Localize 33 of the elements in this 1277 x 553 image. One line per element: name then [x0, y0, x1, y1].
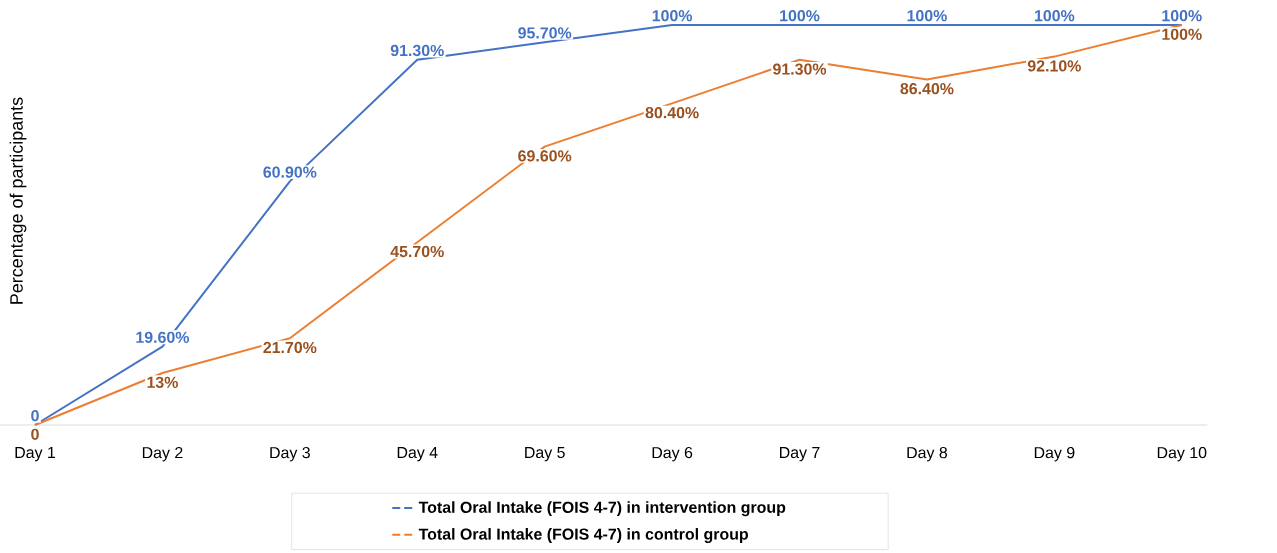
x-tick-label: Day 2	[142, 446, 183, 462]
x-tick-label: Day 1	[15, 446, 56, 462]
legend-label: Total Oral Intake (FOIS 4-7) in intervention group	[418, 501, 786, 517]
x-tick-label: Day 10	[1157, 446, 1207, 462]
data-label: 45.70%	[390, 245, 444, 258]
data-label: 100%	[1162, 28, 1202, 40]
data-label: 60.90%	[263, 166, 317, 178]
x-tick-label: Day 5	[525, 446, 565, 462]
data-label: 21.70%	[263, 341, 317, 354]
data-label: 100%	[652, 10, 693, 22]
data-label: 0	[31, 410, 39, 422]
x-tick-label: Day 3	[270, 446, 310, 462]
data-label: 100%	[1034, 10, 1075, 22]
data-label: 19.60%	[136, 331, 190, 343]
data-label: 91.30%	[773, 63, 827, 75]
data-label: 95.70%	[518, 27, 572, 39]
x-tick-label: Day 6	[652, 446, 693, 462]
data-label: 80.40%	[645, 107, 699, 119]
x-tick-label: Day 8	[907, 446, 948, 462]
x-tick-label: Day 4	[397, 446, 438, 462]
data-label: 91.30%	[390, 44, 444, 57]
legend-label: Total Oral Intake (FOIS 4-7) in control group	[418, 528, 749, 543]
y-axis-title: Percentage of participants	[9, 97, 27, 304]
data-label: 13%	[147, 376, 178, 388]
x-tick-label: Day 7	[780, 446, 820, 462]
data-label: 100%	[780, 10, 820, 22]
data-label: 0	[31, 428, 39, 440]
data-label: 100%	[1162, 10, 1202, 22]
data-label: 86.40%	[900, 83, 954, 95]
data-label: 92.10%	[1027, 60, 1081, 72]
data-label: 69.60%	[518, 150, 572, 162]
data-label: 100%	[907, 10, 947, 22]
x-tick-label: Day 9	[1034, 446, 1075, 462]
